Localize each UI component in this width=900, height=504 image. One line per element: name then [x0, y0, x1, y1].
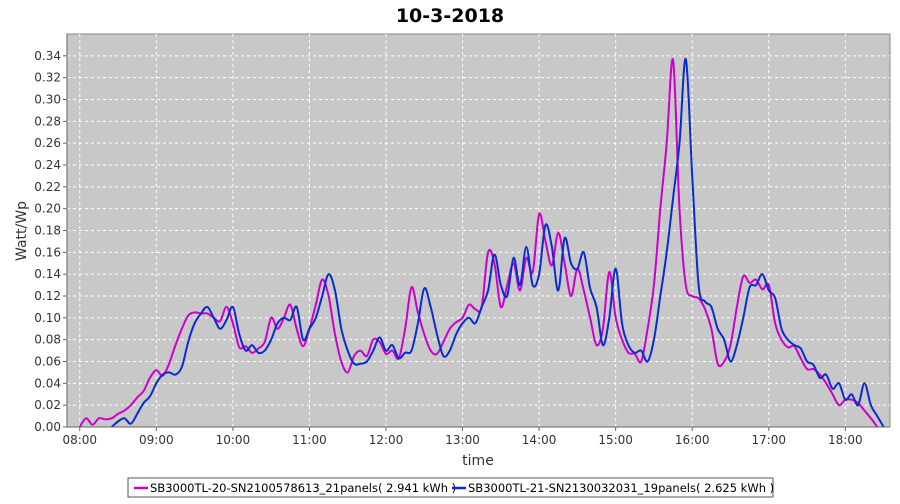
chart-title: 10-3-2018	[396, 5, 504, 27]
x-tick-label: 17:00	[751, 433, 786, 447]
y-tick-label: 0.24	[34, 158, 61, 172]
y-axis-label: Watt/Wp	[14, 201, 30, 261]
y-tick-label: 0.30	[34, 93, 61, 107]
x-tick-label: 09:00	[139, 433, 174, 447]
y-tick-label: 0.04	[34, 376, 61, 390]
x-tick-label: 16:00	[675, 433, 710, 447]
y-tick-label: 0.08	[34, 333, 61, 347]
y-tick-label: 0.16	[34, 245, 61, 259]
legend: SB3000TL-20-SN2100578613_21panels( 2.941…	[128, 478, 774, 497]
y-tick-label: 0.20	[34, 202, 61, 216]
x-tick-label: 12:00	[369, 433, 404, 447]
y-tick-label: 0.10	[34, 311, 61, 325]
y-tick-label: 0.18	[34, 224, 61, 238]
x-tick-label: 18:00	[828, 433, 863, 447]
y-tick-label: 0.00	[34, 420, 61, 434]
x-tick-label: 15:00	[598, 433, 633, 447]
legend-label-series-1: SB3000TL-20-SN2100578613_21panels( 2.941…	[150, 481, 456, 495]
y-tick-label: 0.06	[34, 355, 61, 369]
x-tick-label: 08:00	[62, 433, 97, 447]
y-tick-label: 0.32	[34, 71, 61, 85]
y-tick-label: 0.34	[34, 49, 61, 63]
x-tick-label: 11:00	[292, 433, 327, 447]
x-tick-label: 13:00	[445, 433, 480, 447]
x-tick-label: 10:00	[216, 433, 251, 447]
y-tick-label: 0.12	[34, 289, 61, 303]
x-axis-label: time	[462, 453, 494, 469]
y-tick-label: 0.28	[34, 114, 61, 128]
y-tick-label: 0.22	[34, 180, 61, 194]
x-tick-label: 14:00	[522, 433, 557, 447]
y-tick-label: 0.14	[34, 267, 61, 281]
plot-area	[67, 34, 890, 427]
legend-label-series-2: SB3000TL-21-SN2130032031_19panels( 2.625…	[468, 481, 774, 495]
y-tick-label: 0.26	[34, 136, 61, 150]
y-tick-label: 0.02	[34, 398, 61, 412]
